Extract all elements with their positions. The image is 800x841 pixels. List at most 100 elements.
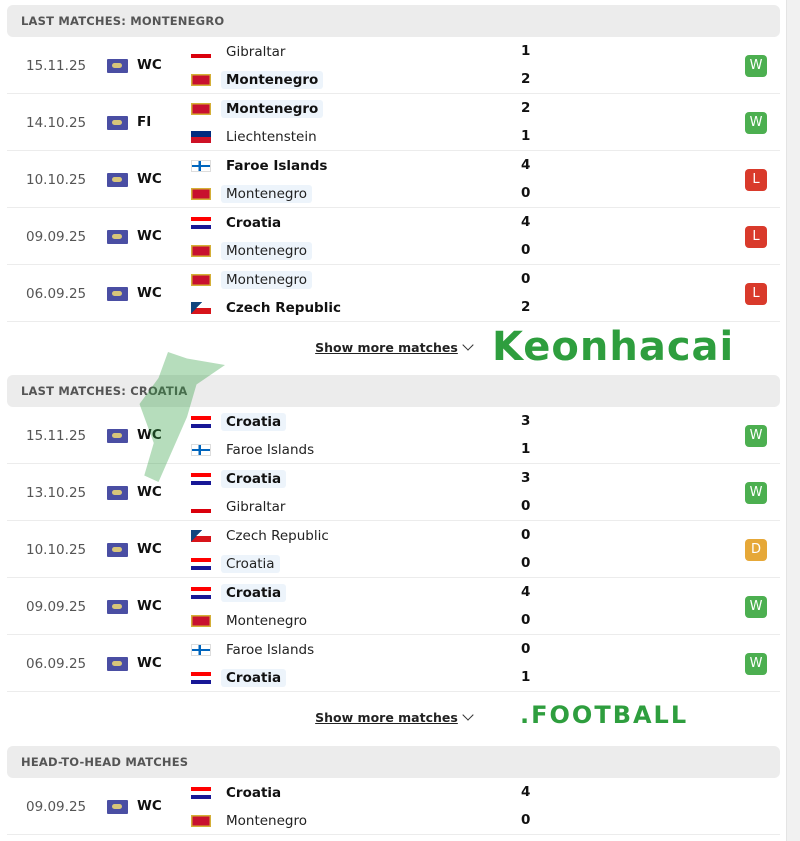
home-team-name[interactable]: Croatia — [221, 584, 287, 602]
section-header: LAST MATCHES: MONTENEGRO — [7, 5, 780, 37]
away-score: 0 — [521, 612, 531, 628]
away-team-name[interactable]: Montenegro — [226, 813, 308, 829]
gibraltar-flag-icon — [191, 46, 211, 58]
result-badge: W — [745, 596, 767, 618]
result-badge: L — [745, 283, 767, 305]
home-team-name[interactable]: Croatia — [226, 785, 282, 801]
match-row[interactable]: 10.10.25 WC Faroe Islands Montenegro 4 0 … — [7, 151, 780, 208]
away-team-name[interactable]: Montenegro — [226, 613, 308, 629]
result-badge: W — [745, 482, 767, 504]
world-competition-icon — [107, 287, 128, 301]
home-score: 3 — [521, 470, 531, 486]
gibraltar-flag-icon — [191, 501, 211, 513]
home-team-name[interactable]: Montenegro — [221, 271, 313, 289]
result-badge: W — [745, 55, 767, 77]
away-team-name[interactable]: Liechtenstein — [226, 129, 317, 145]
world-competition-icon — [107, 543, 128, 557]
croatia-flag-icon — [191, 473, 211, 485]
home-team-name[interactable]: Croatia — [221, 413, 287, 431]
away-score: 0 — [521, 185, 531, 201]
world-competition-icon — [107, 486, 128, 500]
home-team[interactable]: Croatia — [191, 469, 287, 489]
show-more-button[interactable]: Show more matches — [7, 322, 780, 375]
show-more-label[interactable]: Show more matches — [315, 710, 458, 725]
away-team-name[interactable]: Czech Republic — [226, 300, 341, 316]
away-team[interactable]: Gibraltar — [191, 497, 290, 517]
world-competition-icon — [107, 230, 128, 244]
home-score: 4 — [521, 784, 531, 800]
croatia-flag-icon — [191, 672, 211, 684]
match-row[interactable]: 15.11.25 WC Croatia Faroe Islands 3 1 W — [7, 407, 780, 464]
away-team[interactable]: Montenegro — [191, 611, 312, 631]
show-more-button[interactable]: Show more matches — [7, 692, 780, 745]
away-team[interactable]: Croatia — [191, 554, 280, 574]
home-score: 2 — [521, 100, 531, 116]
home-team[interactable]: Faroe Islands — [191, 156, 332, 176]
competition-label: WC — [137, 427, 162, 443]
away-score: 1 — [521, 441, 531, 457]
result-badge: W — [745, 112, 767, 134]
home-team[interactable]: Croatia — [191, 783, 286, 803]
match-row[interactable]: 15.11.25 WC Gibraltar Montenegro 1 2 W — [7, 37, 780, 94]
home-team-name[interactable]: Faroe Islands — [226, 158, 328, 174]
away-team[interactable]: Liechtenstein — [191, 127, 322, 147]
away-team-name[interactable]: Gibraltar — [226, 499, 286, 515]
home-score: 3 — [521, 413, 531, 429]
away-team-name[interactable]: Montenegro — [221, 71, 324, 89]
away-team-name[interactable]: Faroe Islands — [226, 442, 315, 458]
competition-label: WC — [137, 171, 162, 187]
result-badge: W — [745, 425, 767, 447]
faroe-flag-icon — [191, 444, 211, 456]
home-team[interactable]: Faroe Islands — [191, 640, 319, 660]
away-team[interactable]: Montenegro — [191, 241, 313, 261]
world-competition-icon — [107, 116, 128, 130]
home-team-name[interactable]: Czech Republic — [226, 528, 329, 544]
show-more-label[interactable]: Show more matches — [315, 340, 458, 355]
home-team[interactable]: Montenegro — [191, 270, 313, 290]
home-team-name[interactable]: Montenegro — [221, 100, 324, 118]
home-team[interactable]: Croatia — [191, 412, 287, 432]
away-team[interactable]: Montenegro — [191, 70, 324, 90]
home-score: 4 — [521, 584, 531, 600]
away-team-name[interactable]: Croatia — [221, 669, 287, 687]
match-row[interactable]: 09.09.25 WC Croatia Montenegro 4 0 W — [7, 578, 780, 635]
away-team[interactable]: Faroe Islands — [191, 440, 319, 460]
section-header: HEAD-TO-HEAD MATCHES — [7, 746, 780, 778]
croatia-flag-icon — [191, 587, 211, 599]
competition-label: WC — [137, 484, 162, 500]
faroe-flag-icon — [191, 160, 211, 172]
home-team-name[interactable]: Croatia — [221, 470, 287, 488]
home-team-name[interactable]: Faroe Islands — [226, 642, 315, 658]
scrollbar[interactable] — [786, 0, 800, 841]
away-team-name[interactable]: Montenegro — [221, 242, 313, 260]
home-team[interactable]: Gibraltar — [191, 42, 290, 62]
away-team-name[interactable]: Croatia — [221, 555, 280, 573]
result-badge: L — [745, 226, 767, 248]
match-row[interactable]: 14.10.25 FI Montenegro Liechtenstein 2 1 … — [7, 94, 780, 151]
away-team[interactable]: Croatia — [191, 668, 287, 688]
home-score: 4 — [521, 157, 531, 173]
match-row[interactable]: 09.09.25 WC Croatia Montenegro 4 0 — [7, 778, 780, 835]
home-team[interactable]: Croatia — [191, 583, 287, 603]
result-badge: L — [745, 169, 767, 191]
match-date: 06.09.25 — [26, 286, 87, 302]
match-row[interactable]: 06.09.25 WC Faroe Islands Croatia 0 1 W — [7, 635, 780, 692]
home-team-name[interactable]: Gibraltar — [226, 44, 286, 60]
match-date: 09.09.25 — [26, 599, 87, 615]
world-competition-icon — [107, 657, 128, 671]
match-row[interactable]: 06.09.25 WC Montenegro Czech Republic 0 2… — [7, 265, 780, 322]
home-team[interactable]: Croatia — [191, 213, 286, 233]
match-row[interactable]: 10.10.25 WC Czech Republic Croatia 0 0 D — [7, 521, 780, 578]
away-team[interactable]: Montenegro — [191, 811, 312, 831]
competition-label: WC — [137, 598, 162, 614]
home-team-name[interactable]: Croatia — [226, 215, 282, 231]
away-team[interactable]: Czech Republic — [191, 298, 346, 318]
match-row[interactable]: 09.09.25 WC Croatia Montenegro 4 0 L — [7, 208, 780, 265]
home-team[interactable]: Czech Republic — [191, 526, 334, 546]
match-row[interactable]: 13.10.25 WC Croatia Gibraltar 3 0 W — [7, 464, 780, 521]
home-team[interactable]: Montenegro — [191, 99, 324, 119]
czech-flag-icon — [191, 302, 211, 314]
away-team-name[interactable]: Montenegro — [221, 185, 313, 203]
away-team[interactable]: Montenegro — [191, 184, 313, 204]
montenegro-flag-icon — [191, 815, 211, 827]
